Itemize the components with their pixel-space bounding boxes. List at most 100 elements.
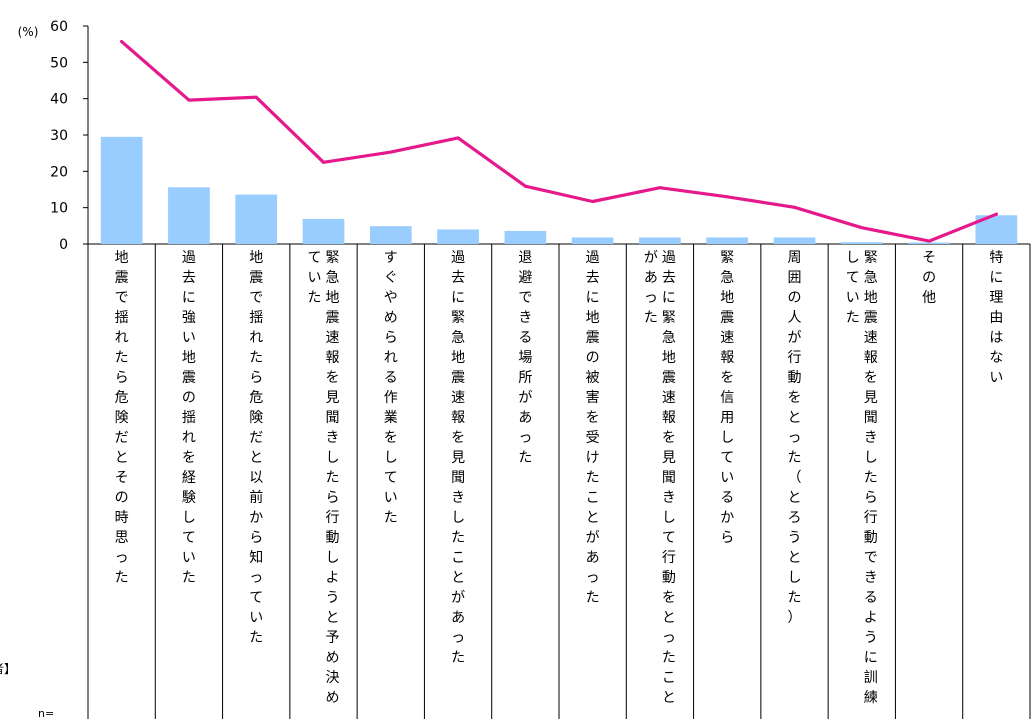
category-label-char: の [586, 350, 600, 366]
category-label-char: に [989, 270, 1003, 286]
category-label-char: け [586, 450, 600, 466]
category-label-char: 場 [518, 350, 532, 366]
category-label-char: の [115, 490, 129, 506]
category-label-char: い [308, 270, 322, 286]
category-label-char: 行 [662, 550, 676, 566]
category-label-char: っ [451, 630, 465, 646]
category-label-char: を [788, 390, 802, 406]
category-label-char: と [451, 570, 465, 586]
category-label-char: と [249, 450, 263, 466]
category-label-char: た [788, 590, 802, 606]
category-label-char: と [326, 610, 340, 626]
category-label-char: 緊 [662, 310, 676, 326]
category-label-char: れ [182, 430, 196, 446]
category-label-char: 所 [518, 370, 532, 386]
category-label-char: 報 [662, 410, 676, 426]
category-label-char: 険 [115, 410, 129, 426]
category-label-char: で [864, 550, 878, 566]
category-label-char: た [864, 470, 878, 486]
axes: 0 10 20 30 40 50 60 [50, 19, 1031, 719]
category-label-char: 震 [249, 270, 263, 286]
category-label-char: ） [788, 610, 802, 626]
category-label-char: こ [451, 550, 465, 566]
y-tick-label: 40 [50, 92, 68, 108]
category-label-char: た [788, 450, 802, 466]
category-label-char: し [846, 250, 860, 266]
category-label-char: あ [586, 550, 600, 566]
category-label-char: が [451, 590, 465, 606]
line-point [793, 205, 796, 209]
bar [235, 194, 278, 244]
category-label-char: と [586, 510, 600, 526]
category-label-char: 緊 [326, 250, 340, 266]
category-label-char: 時 [115, 510, 129, 526]
category-label-char: い [846, 290, 860, 306]
line-point [658, 186, 662, 190]
category-label-char: た [644, 310, 658, 326]
bar [773, 237, 816, 244]
category-label-char: ら [720, 530, 734, 546]
line-point [523, 184, 527, 188]
category-label-char: 行 [864, 510, 878, 526]
category-label-char: に [182, 290, 196, 306]
category-label-char: の [922, 270, 936, 286]
category-label-char: と [115, 450, 129, 466]
category-label-char: い [249, 610, 263, 626]
category-label-char: あ [644, 270, 658, 286]
category-label-char: た [182, 570, 196, 586]
category-label-char: 理 [989, 290, 1003, 306]
category-label-char: る [720, 490, 734, 506]
category-label-char: 経 [182, 470, 196, 486]
bar [706, 237, 749, 244]
category-label-char: い [720, 470, 734, 486]
category-label-char: 囲 [788, 270, 802, 286]
category-label-char: 去 [586, 270, 600, 286]
bar [100, 136, 143, 244]
line-point [725, 195, 729, 199]
category-label-char: 速 [720, 330, 734, 346]
category-label-char: 報 [864, 350, 878, 366]
category-label-char: 見 [451, 450, 465, 466]
category-label-char: 緊 [720, 250, 734, 266]
category-label-char: た [451, 530, 465, 546]
category-label-char: ろ [788, 510, 802, 526]
category-label-char: そ [922, 250, 936, 266]
category-label-char: 険 [249, 410, 263, 426]
category-label-char: と [788, 490, 802, 506]
line-point [187, 98, 191, 102]
category-labels: 地震で揺れたら危険だとその時思った過去に強い地震の揺れを経験していた地震で揺れた… [115, 250, 1004, 706]
category-label-char: た [451, 650, 465, 666]
category-label-char: と [788, 410, 802, 426]
line-point [927, 239, 931, 243]
category-label-char: し [451, 510, 465, 526]
category-label-char: を [326, 370, 340, 386]
category-label-char: 決 [326, 670, 340, 686]
category-label-char: た [384, 510, 398, 526]
category-label-char: こ [662, 670, 676, 686]
category-label-char: 動 [326, 530, 340, 546]
category-label-char: た [308, 290, 322, 306]
category-label-char: し [326, 550, 340, 566]
category-label-char: す [384, 250, 398, 266]
category-label-char: 去 [662, 270, 676, 286]
category-label-char: 験 [182, 490, 196, 506]
bar [908, 242, 950, 244]
category-label-char: 地 [249, 250, 263, 266]
category-label-char: る [384, 370, 398, 386]
category-label-char: を [586, 410, 600, 426]
category-label-char: 避 [518, 270, 532, 286]
category-label-char: 以 [249, 470, 263, 486]
category-label-char: 緊 [864, 250, 878, 266]
category-label-char: 急 [662, 330, 676, 346]
category-label-char: し [384, 450, 398, 466]
category-label-char: （ [788, 470, 802, 486]
category-label-char: 見 [326, 390, 340, 406]
category-label-char: き [662, 490, 676, 506]
category-label-char: 特 [989, 250, 1003, 266]
bar [437, 229, 479, 244]
